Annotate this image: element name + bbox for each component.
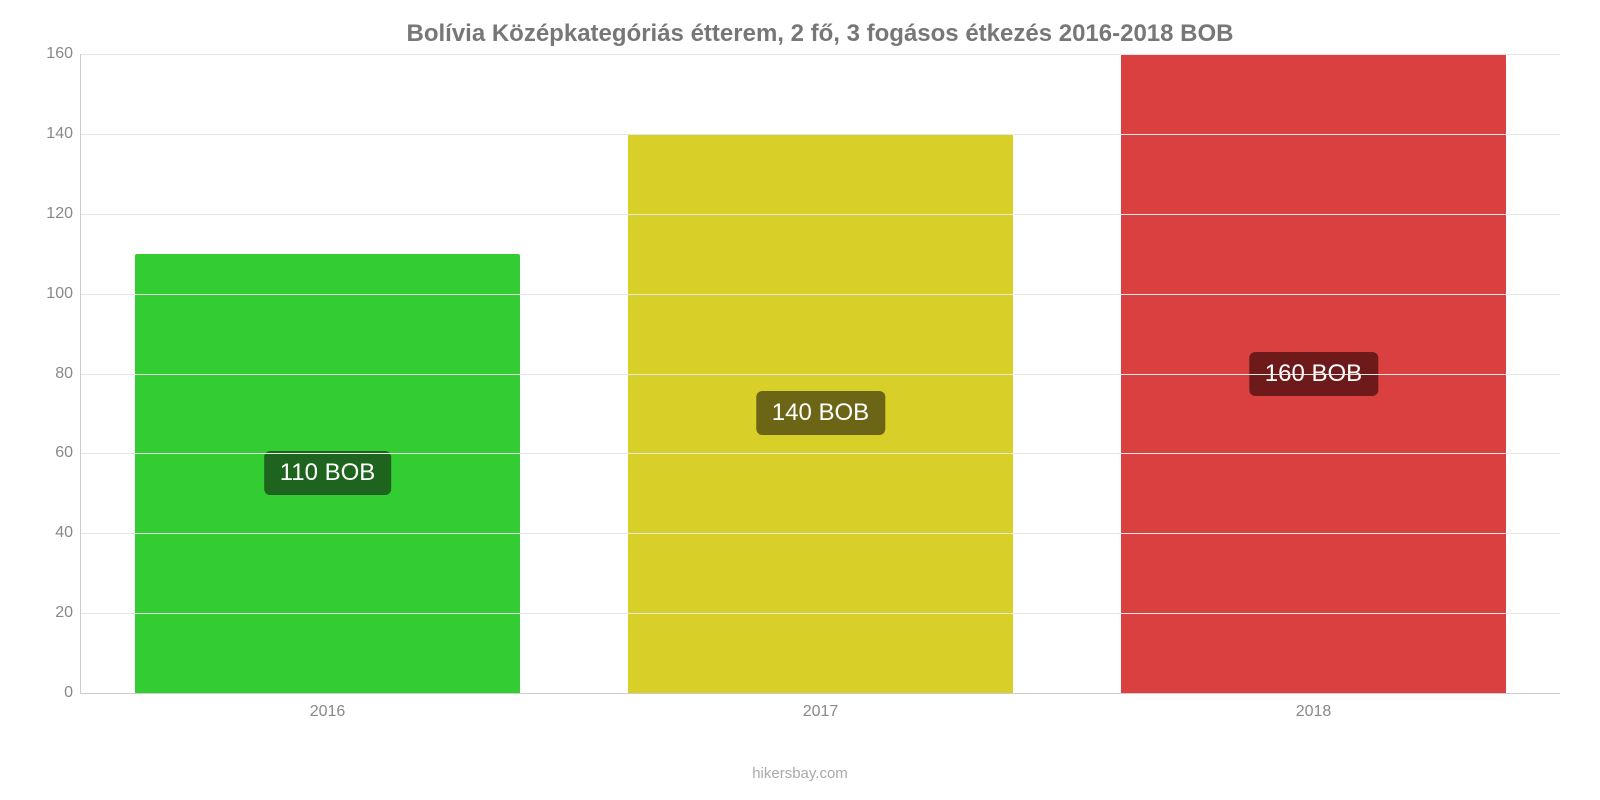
grid-line xyxy=(81,134,1560,135)
grid-line xyxy=(81,294,1560,295)
grid-line xyxy=(81,533,1560,534)
grid-line xyxy=(81,613,1560,614)
y-axis-label: 0 xyxy=(33,684,73,702)
x-axis-label: 2018 xyxy=(1296,703,1332,721)
y-axis-label: 40 xyxy=(33,524,73,542)
value-badge: 140 BOB xyxy=(756,391,885,435)
y-axis-label: 120 xyxy=(33,205,73,223)
y-axis-label: 160 xyxy=(33,45,73,63)
value-badge: 110 BOB xyxy=(264,451,392,495)
x-axis-label: 2016 xyxy=(310,703,346,721)
chart-footer: hikersbay.com xyxy=(0,765,1600,782)
y-axis-label: 140 xyxy=(33,125,73,143)
grid-line xyxy=(81,54,1560,55)
grid-line xyxy=(81,374,1560,375)
x-axis-label: 2017 xyxy=(803,703,839,721)
chart-container: Bolívia Középkategóriás étterem, 2 fő, 3… xyxy=(0,0,1600,800)
y-axis-label: 60 xyxy=(33,444,73,462)
grid-line xyxy=(81,214,1560,215)
grid-line xyxy=(81,453,1560,454)
chart-title: Bolívia Középkategóriás étterem, 2 fő, 3… xyxy=(80,20,1560,48)
y-axis-label: 100 xyxy=(33,285,73,303)
bar: 140 BOB xyxy=(628,134,1013,693)
y-axis-label: 20 xyxy=(33,604,73,622)
plot-area: 110 BOB2016140 BOB2017160 BOB2018 020406… xyxy=(80,54,1560,694)
bar: 110 BOB xyxy=(135,254,520,693)
y-axis-label: 80 xyxy=(33,365,73,383)
